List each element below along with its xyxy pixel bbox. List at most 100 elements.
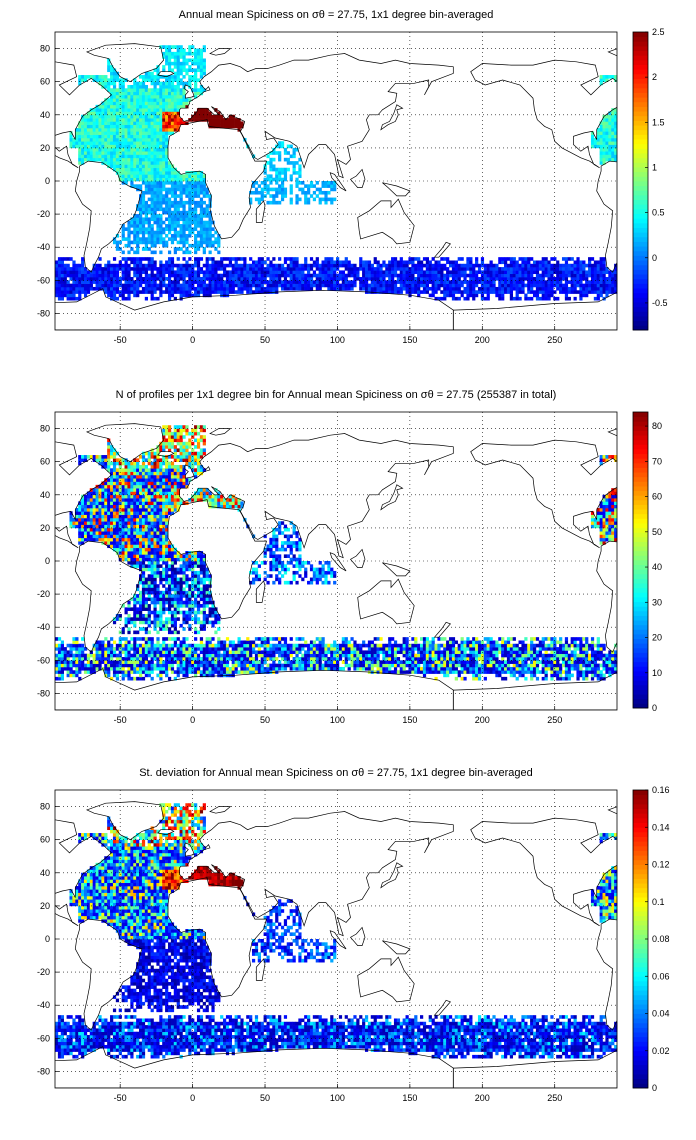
- data-cell: [556, 663, 560, 668]
- data-cell: [121, 108, 125, 112]
- data-cell: [83, 128, 88, 132]
- data-cell: [350, 267, 354, 271]
- data-cell: [379, 270, 383, 275]
- data-cell: [162, 161, 166, 165]
- data-cell: [234, 660, 238, 664]
- data-cell: [156, 273, 160, 278]
- data-cell: [434, 666, 438, 671]
- data-cell: [121, 237, 125, 241]
- data-cell: [130, 164, 134, 169]
- data-cell: [141, 151, 146, 155]
- data-cell: [179, 663, 183, 668]
- data-cell: [446, 666, 450, 671]
- data-cell: [98, 263, 102, 268]
- data-cell: [596, 144, 600, 149]
- data-cell: [179, 174, 183, 178]
- data-cell: [81, 290, 85, 294]
- data-cell: [57, 277, 62, 281]
- data-cell: [69, 666, 73, 671]
- data-cell: [118, 81, 122, 86]
- data-cell: [167, 121, 172, 126]
- data-cell: [159, 260, 163, 265]
- data-cell: [98, 141, 102, 145]
- data-cell: [173, 55, 177, 59]
- data-cell: [532, 663, 537, 668]
- data-cell: [257, 200, 261, 205]
- data-cell: [408, 277, 412, 281]
- data-cell: [324, 200, 328, 205]
- data-cell: [602, 260, 606, 265]
- data-cell: [573, 280, 577, 284]
- data-cell: [159, 151, 163, 155]
- data-cell: [327, 263, 331, 268]
- data-cell: [194, 240, 198, 245]
- data-cell: [127, 670, 131, 674]
- data-cell: [165, 277, 169, 281]
- data-cell: [376, 263, 380, 268]
- data-cell: [492, 280, 496, 284]
- data-cell: [136, 157, 140, 162]
- data-cell: [130, 157, 134, 162]
- data-cell: [92, 147, 96, 152]
- data-cell: [544, 296, 548, 301]
- data-cell: [596, 134, 600, 139]
- data-cell: [234, 270, 238, 275]
- data-cell: [295, 660, 299, 664]
- data-cell: [460, 676, 464, 681]
- data-cell: [130, 134, 134, 139]
- data-cell: [208, 270, 212, 275]
- data-cell: [92, 286, 96, 291]
- data-cell: [327, 273, 331, 278]
- data-cell: [599, 147, 603, 152]
- data-cell: [95, 75, 99, 79]
- data-cell: [420, 277, 424, 281]
- data-cell: [162, 51, 166, 56]
- data-cell: [124, 657, 128, 661]
- data-cell: [278, 280, 282, 284]
- data-cell: [547, 296, 551, 301]
- data-cell: [170, 227, 175, 231]
- data-cell: [483, 290, 487, 294]
- data-cell: [112, 240, 117, 245]
- data-cell: [176, 48, 180, 53]
- data-cell: [176, 660, 180, 664]
- data-cell: [251, 657, 256, 661]
- data-cell: [269, 187, 273, 192]
- data-cell: [434, 283, 438, 288]
- data-cell: [443, 670, 447, 674]
- data-cell: [509, 666, 514, 671]
- data-cell: [156, 71, 160, 76]
- data-cell: [124, 118, 128, 122]
- data-cell: [162, 267, 166, 271]
- data-cell: [414, 263, 418, 268]
- data-cell: [124, 263, 128, 268]
- data-cell: [211, 273, 215, 278]
- data-cell: [341, 270, 345, 275]
- data-cell: [205, 111, 209, 116]
- data-cell: [538, 267, 542, 271]
- data-cell: [280, 267, 285, 271]
- data-cell: [396, 267, 401, 271]
- data-cell: [602, 673, 606, 678]
- data-cell: [185, 224, 189, 228]
- data-cell: [167, 45, 172, 49]
- data-cell: [188, 250, 192, 255]
- data-cell: [159, 177, 163, 182]
- data-cell: [512, 670, 516, 674]
- data-cell: [614, 280, 618, 284]
- data-cell: [211, 673, 215, 678]
- data-cell: [156, 174, 160, 178]
- data-cell: [121, 257, 125, 261]
- data-cell: [98, 151, 102, 155]
- colorbar-swatch: [633, 153, 648, 159]
- data-cell: [475, 293, 479, 298]
- data-cell: [570, 273, 574, 278]
- data-cell: [585, 280, 589, 284]
- data-cell: [301, 270, 305, 275]
- data-cell: [130, 84, 134, 89]
- data-cell: [112, 91, 117, 96]
- data-cell: [269, 666, 273, 671]
- data-cell: [185, 194, 189, 198]
- data-cell: [512, 273, 516, 278]
- data-cell: [60, 280, 64, 284]
